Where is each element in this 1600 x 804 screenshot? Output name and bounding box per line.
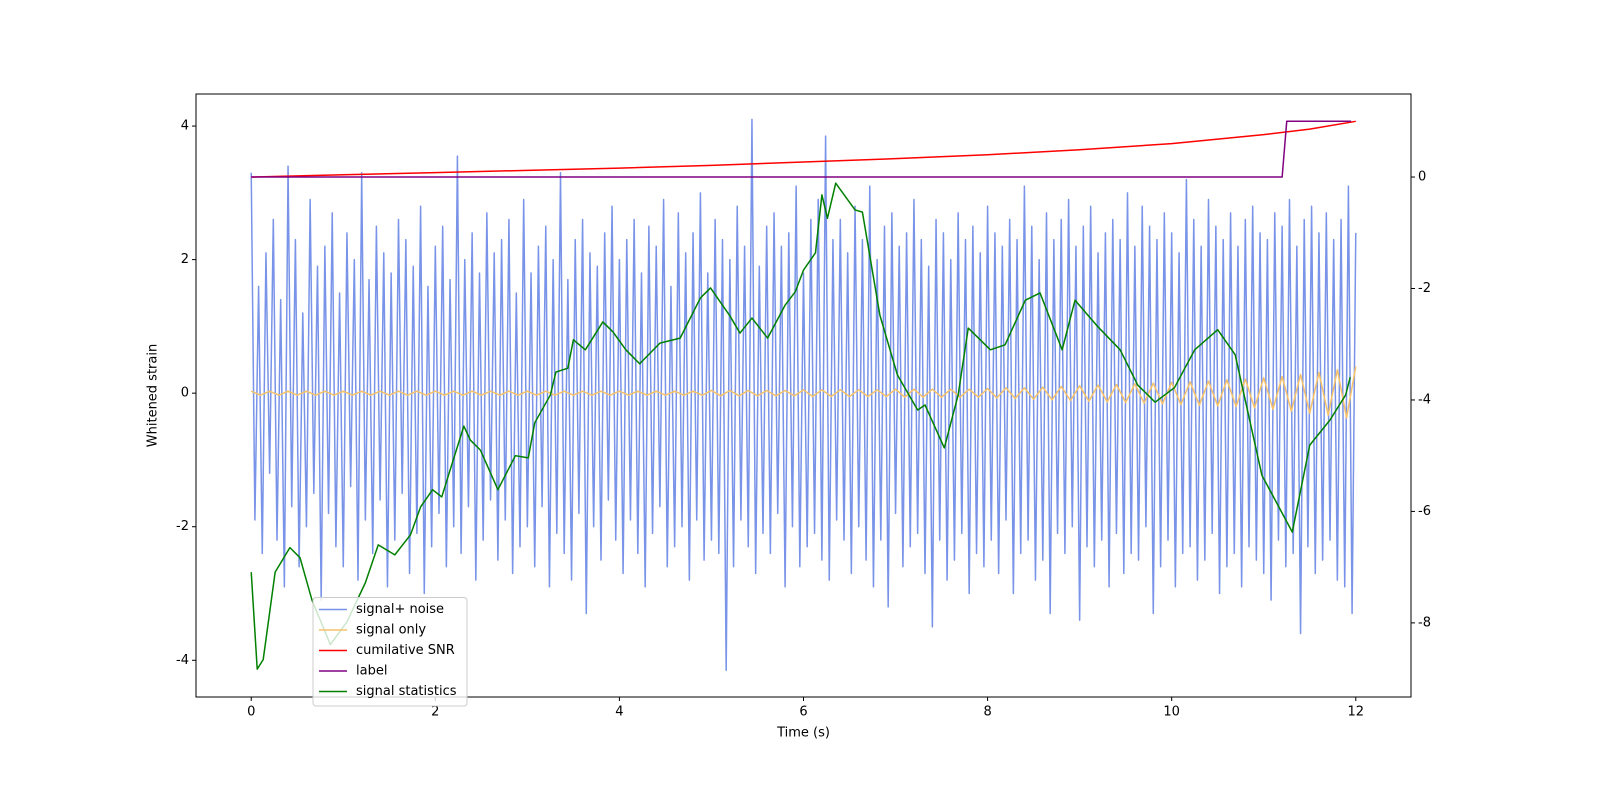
legend-label: label [356,664,387,679]
x-tick-label: 10 [1163,705,1180,720]
legend-box [312,597,468,707]
y-axis-label: Whitened strain [146,344,161,447]
y-tick-label: 0 [181,386,189,401]
y-tick-label: -4 [176,653,189,668]
y-tick-label: -2 [176,519,189,534]
y2-tick-label: -6 [1418,504,1431,519]
x-tick-label: 4 [615,705,623,720]
series-line [251,120,1356,178]
y-tick-label: 4 [181,119,189,134]
x-tick-label: 6 [799,705,807,720]
legend-label: signal statistics [356,684,457,699]
y-tick-label: 2 [181,252,189,267]
y2-tick-label: -8 [1418,615,1431,630]
x-tick-label: 2 [431,705,439,720]
series-line [250,118,1357,672]
y2-tick-label: -2 [1418,281,1431,296]
x-tick-label: 0 [247,705,255,720]
x-tick-label: 12 [1347,705,1364,720]
series-line [250,366,1357,419]
plot-area [250,118,1357,672]
y2-tick-label: -4 [1418,392,1431,407]
legend-label: signal only [356,623,426,638]
y2-tick-label: 0 [1418,170,1426,185]
x-tick-label: 8 [983,705,991,720]
series-line [250,182,1351,670]
series-line [251,120,1352,178]
legend-label: cumilative SNR [356,643,455,658]
legend-label: signal+ noise [356,602,444,617]
x-axis-label: Time (s) [776,726,830,741]
